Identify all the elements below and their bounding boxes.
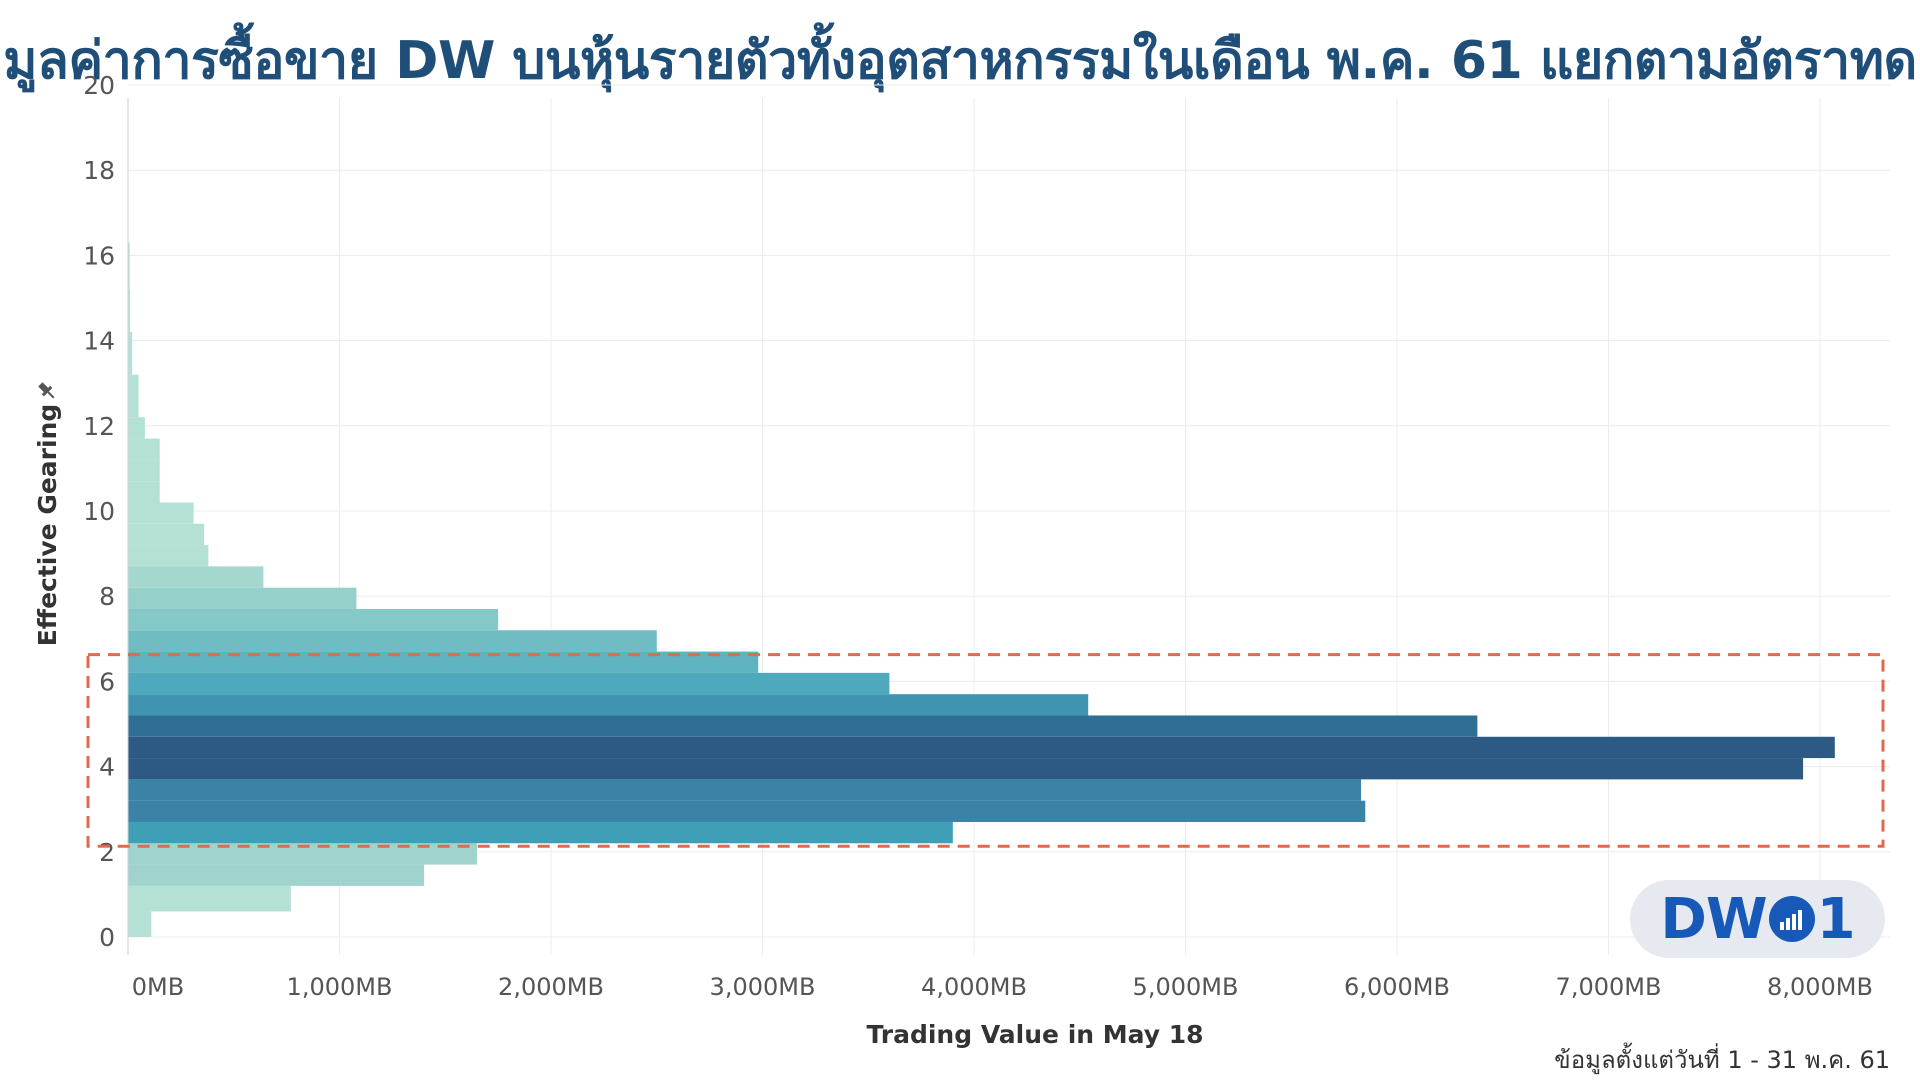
- bar[interactable]: [128, 545, 209, 567]
- y-tick-label: 18: [83, 156, 115, 185]
- logo-text-one: 1: [1816, 886, 1856, 952]
- bar[interactable]: [128, 353, 133, 375]
- bar[interactable]: [128, 289, 131, 311]
- bar[interactable]: [128, 800, 1366, 822]
- bar[interactable]: [128, 374, 139, 396]
- y-tick-label: 12: [83, 412, 115, 441]
- y-tick-label: 2: [99, 838, 115, 867]
- grid-lines: [127, 84, 1890, 955]
- bar[interactable]: [128, 694, 1089, 716]
- pin-icon[interactable]: [36, 380, 58, 402]
- signal-bars-icon: [1768, 896, 1815, 942]
- x-tick-label: 4,000MB: [921, 973, 1027, 1001]
- x-tick-label: 5,000MB: [1133, 973, 1239, 1001]
- bar[interactable]: [128, 651, 759, 673]
- bar[interactable]: [128, 502, 194, 524]
- x-tick-label: 8,000MB: [1767, 973, 1873, 1001]
- highlight-box: [86, 653, 1885, 848]
- bar-series: [128, 242, 1835, 937]
- bar[interactable]: [128, 566, 264, 588]
- y-tick-label: 0: [99, 923, 115, 952]
- y-tick-label: 8: [99, 582, 115, 611]
- logo-text-dw: DW: [1660, 886, 1767, 952]
- bar[interactable]: [128, 417, 145, 439]
- x-tick-label: 6,000MB: [1344, 973, 1450, 1001]
- bar[interactable]: [128, 672, 890, 695]
- y-tick-label: 4: [99, 753, 115, 782]
- bar[interactable]: [128, 758, 1804, 780]
- y-tick-label: 10: [83, 497, 115, 526]
- bar[interactable]: [128, 843, 477, 865]
- y-tick-label: 6: [99, 667, 115, 696]
- x-tick-label: 3,000MB: [710, 973, 816, 1001]
- date-range-footnote: ข้อมูลตั้งแต่วันที่ 1 - 31 พ.ค. 61: [1554, 1046, 1890, 1074]
- bar[interactable]: [128, 885, 291, 912]
- x-tick-label: 1,000MB: [287, 973, 393, 1001]
- y-tick-label: 16: [83, 241, 115, 270]
- bar[interactable]: [128, 242, 130, 269]
- bar[interactable]: [128, 332, 133, 354]
- x-tick-label: 7,000MB: [1556, 973, 1662, 1001]
- bar[interactable]: [128, 395, 139, 418]
- bar[interactable]: [128, 715, 1478, 737]
- bar[interactable]: [128, 736, 1835, 759]
- y-tick-label: 20: [83, 71, 115, 100]
- highlight-rect: [86, 653, 1885, 848]
- bar[interactable]: [128, 779, 1362, 801]
- bar[interactable]: [128, 821, 953, 844]
- bar[interactable]: [128, 630, 657, 652]
- x-tick-label: 2,000MB: [498, 973, 604, 1001]
- bar[interactable]: [128, 864, 425, 886]
- bar[interactable]: [128, 523, 205, 546]
- x-tick-label: 0MB: [132, 973, 184, 1001]
- bar[interactable]: [128, 310, 131, 333]
- x-tick-labels: 0MB 1,000MB 2,000MB 3,000MB 4,000MB 5,000MB 6,…: [132, 973, 1873, 1001]
- chart-title: มูลค่าการซื้อขาย DW บนหุ้นรายตัวทั้งอุตส…: [3, 31, 1917, 91]
- bar[interactable]: [128, 481, 160, 503]
- bar[interactable]: [128, 438, 160, 460]
- bar[interactable]: [128, 587, 357, 609]
- y-tick-label: 14: [83, 327, 115, 356]
- y-axis-label: Effective Gearing: [33, 404, 62, 647]
- x-axis-label: Trading Value in May 18: [866, 1020, 1203, 1049]
- dw01-logo: DW 1: [1630, 880, 1885, 958]
- bar[interactable]: [128, 911, 152, 937]
- bar[interactable]: [128, 459, 160, 482]
- bar[interactable]: [128, 608, 499, 631]
- bar[interactable]: [128, 268, 130, 290]
